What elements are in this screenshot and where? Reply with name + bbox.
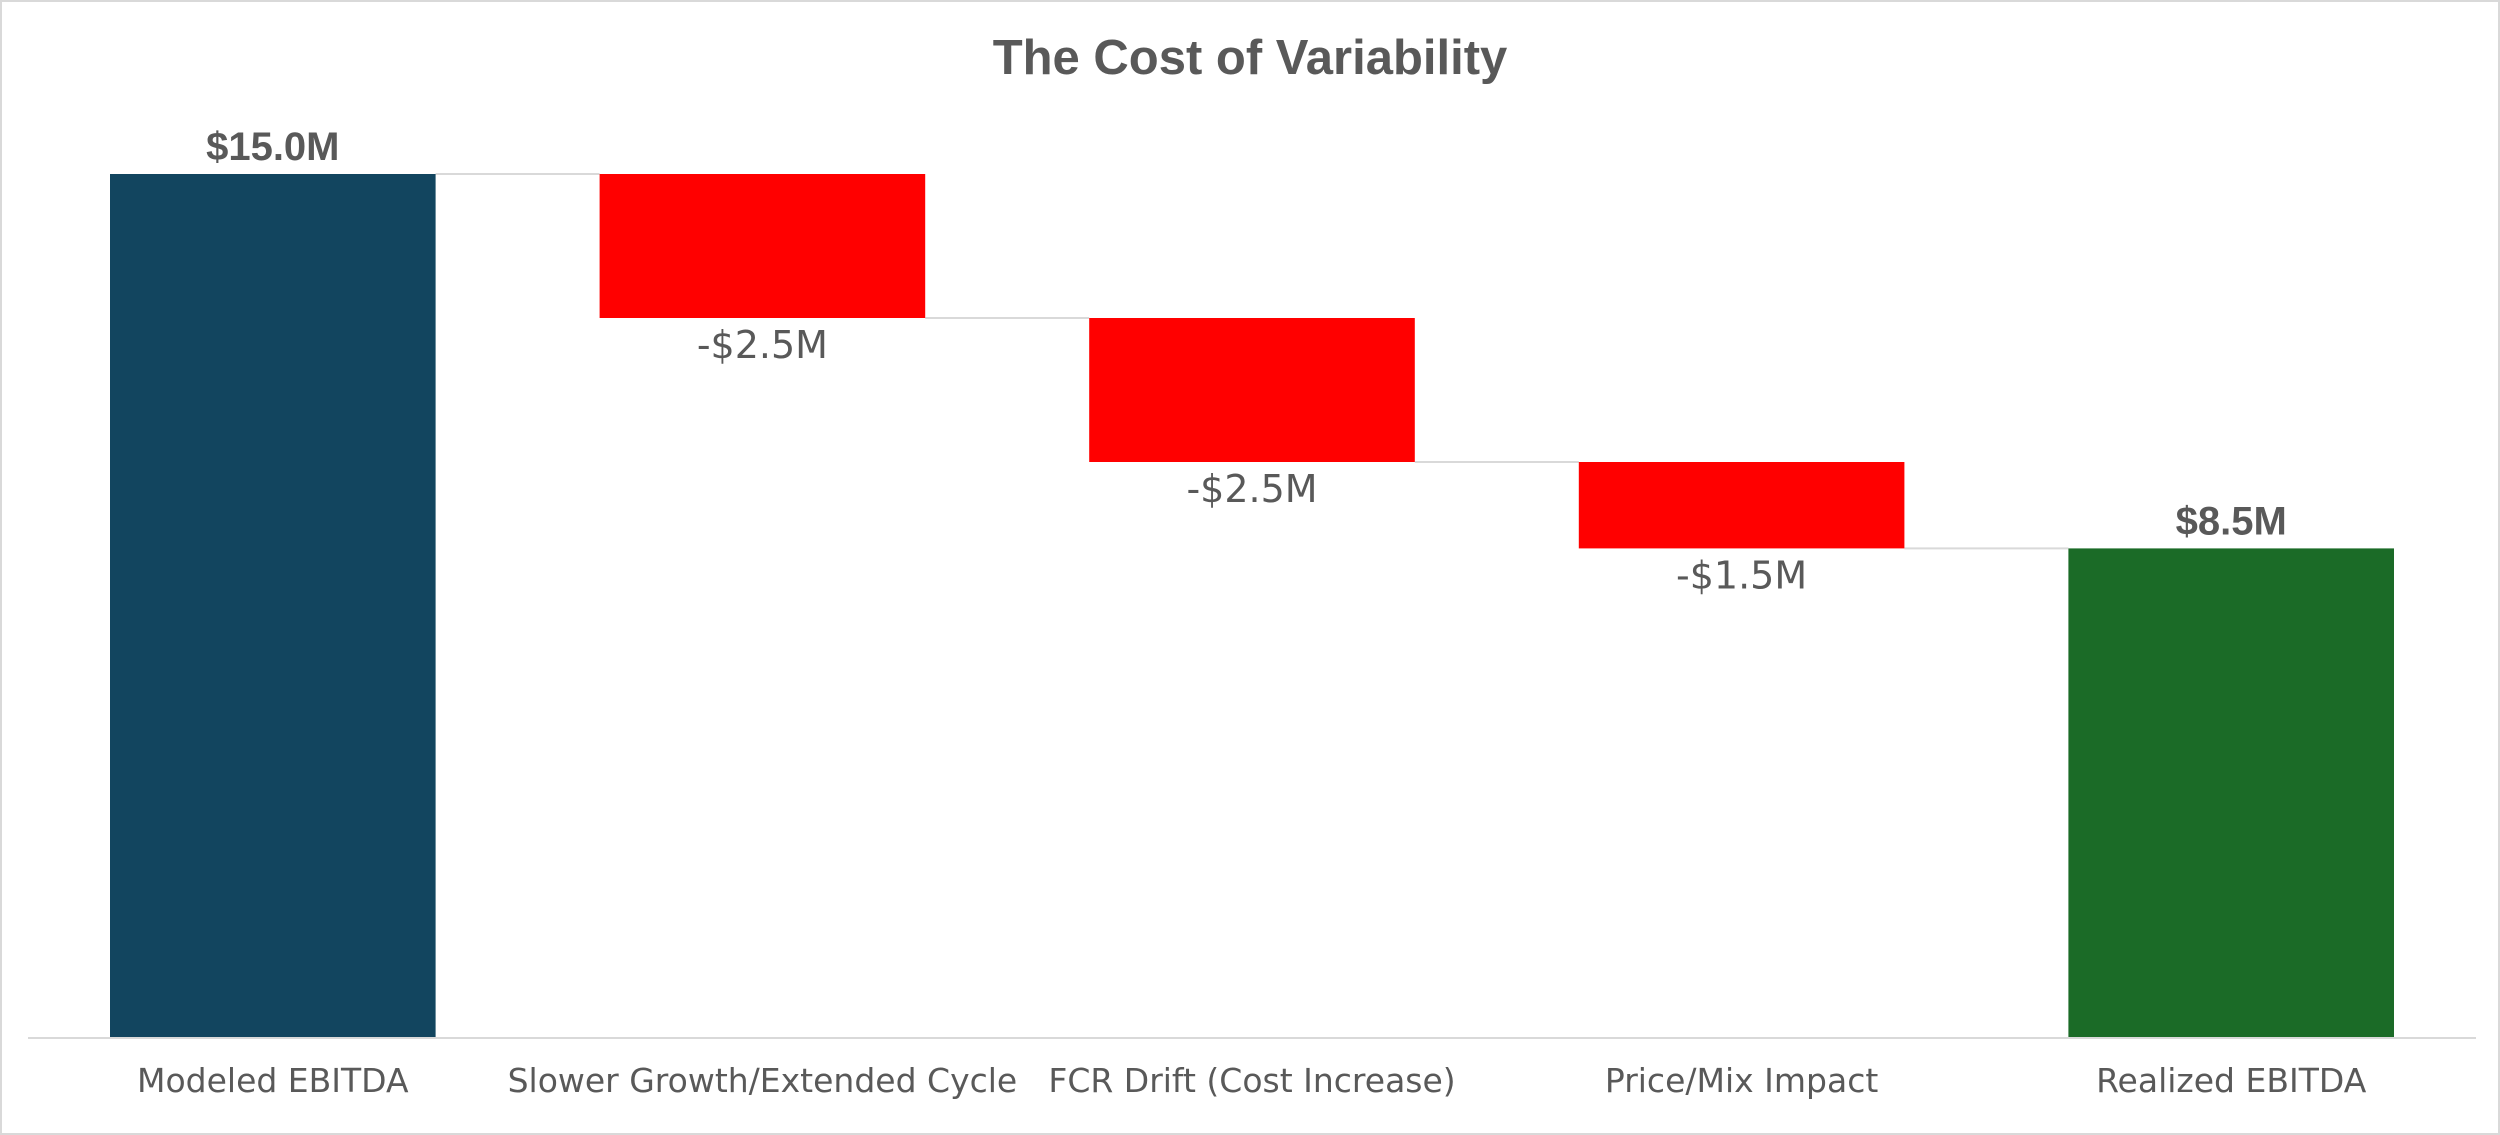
bar-fcr-drift-cost-increase	[1089, 318, 1415, 462]
bar-realized-ebitda	[2068, 548, 2394, 1038]
category-label: Modeled EBITDA	[137, 1061, 409, 1100]
connector-lines	[435, 173, 2069, 550]
bar-price-mix-impact	[1578, 462, 1905, 549]
bars	[110, 174, 2394, 1038]
data-label: $8.5M	[2176, 499, 2287, 543]
chart-title: The Cost of Variability	[993, 31, 1508, 85]
category-labels: Modeled EBITDA Slower Growth/Extended Cyc…	[137, 1061, 2367, 1100]
data-label: -$2.5M	[1186, 467, 1317, 511]
category-label: Price/Mix Impact	[1605, 1061, 1878, 1100]
data-labels: $15.0M -$2.5M -$2.5M -$1.5M $8.5M	[206, 125, 2287, 597]
data-label: $15.0M	[206, 125, 339, 169]
category-label: FCR Drift (Cost Increase)	[1048, 1061, 1455, 1100]
category-label: Realized EBITDA	[2096, 1061, 2367, 1100]
category-label: Slower Growth/Extended Cycle	[508, 1061, 1018, 1100]
bar-modeled-ebitda	[110, 174, 436, 1038]
data-label: -$2.5M	[697, 323, 828, 367]
data-label: -$1.5M	[1676, 553, 1807, 597]
bar-slower-growth-extended-cycle	[599, 174, 926, 318]
